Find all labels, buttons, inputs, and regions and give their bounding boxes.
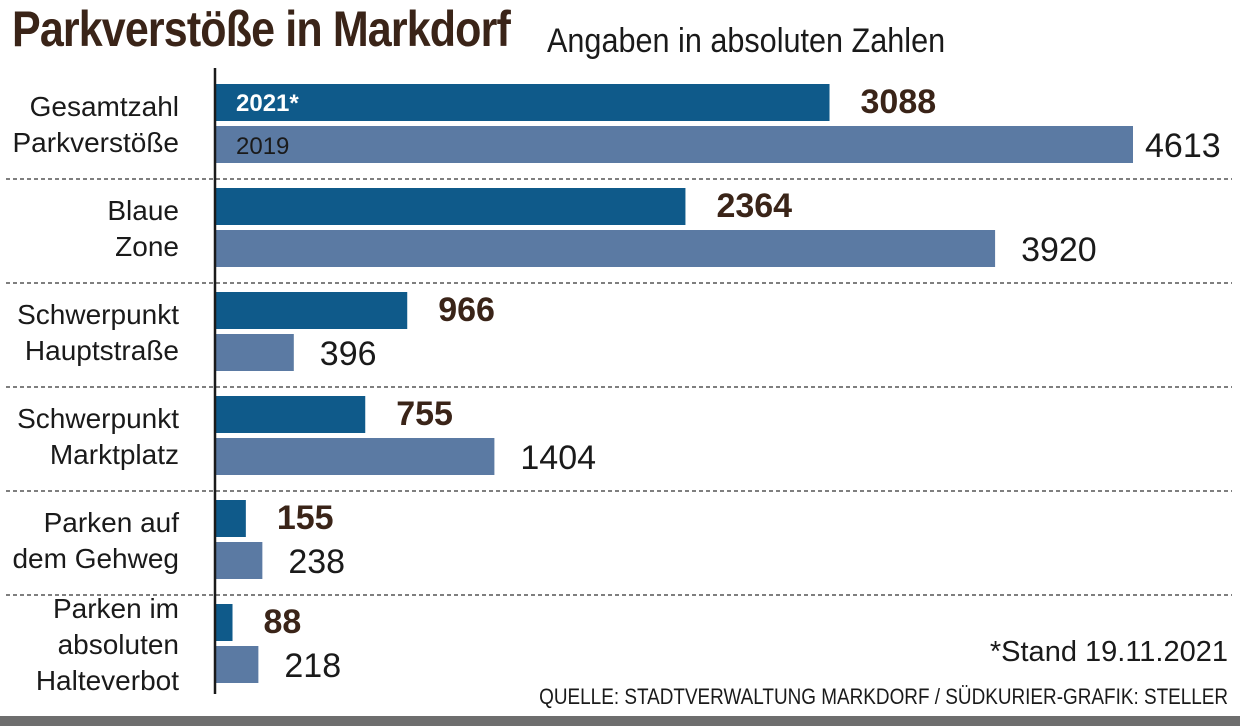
value-label-2019: 4613	[1145, 127, 1221, 165]
bar-2021	[215, 396, 366, 433]
value-label-2021: 3088	[861, 83, 937, 121]
category-label: Zone	[115, 231, 179, 262]
bar-2021	[215, 604, 233, 641]
value-label-2021: 2364	[716, 187, 792, 225]
footnote: *Stand 19.11.2021	[989, 636, 1228, 668]
chart-subtitle: Angaben in absoluten Zahlen	[547, 22, 946, 60]
category-label: Halteverbot	[36, 665, 179, 696]
legend-2019: 2019	[236, 133, 289, 160]
value-label-2021: 966	[438, 291, 495, 329]
category-label: Parken auf	[44, 507, 180, 538]
bar-2019	[215, 646, 259, 683]
bottom-rule	[0, 716, 1240, 726]
category-label: Marktplatz	[50, 439, 179, 470]
category-label: Parken im	[53, 593, 179, 624]
legend-2021: 2021*	[236, 90, 299, 117]
category-label: Blaue	[107, 195, 179, 226]
bar-2021	[215, 84, 830, 121]
value-label-2019: 218	[284, 647, 341, 685]
bar-2019	[215, 334, 294, 371]
category-label: Hauptstraße	[25, 335, 179, 366]
value-label-2021: 155	[277, 499, 334, 537]
value-label-2019: 396	[320, 335, 377, 373]
category-label: Schwerpunkt	[17, 299, 179, 330]
category-label: absoluten	[58, 629, 179, 660]
category-label: Gesamtzahl	[30, 91, 179, 122]
bar-2019	[215, 126, 1133, 163]
category-label: dem Gehweg	[12, 543, 179, 574]
bar-2021	[215, 292, 408, 329]
category-label: Schwerpunkt	[17, 403, 179, 434]
value-label-2019: 238	[288, 543, 345, 581]
bar-2021	[215, 188, 686, 225]
bar-2021	[215, 500, 246, 537]
value-label-2021: 755	[396, 395, 453, 433]
value-label-2019: 3920	[1021, 231, 1097, 269]
chart-title: Parkverstöße in Markdorf	[12, 1, 511, 57]
value-label-2019: 1404	[520, 439, 596, 477]
category-label: Parkverstöße	[13, 127, 180, 158]
bar-2019	[215, 438, 495, 475]
value-label-2021: 88	[264, 603, 302, 641]
source-credit: QUELLE: STADTVERWALTUNG MARKDORF / SÜDKU…	[539, 684, 1228, 709]
bar-2019	[215, 542, 263, 579]
bar-2019	[215, 230, 996, 267]
